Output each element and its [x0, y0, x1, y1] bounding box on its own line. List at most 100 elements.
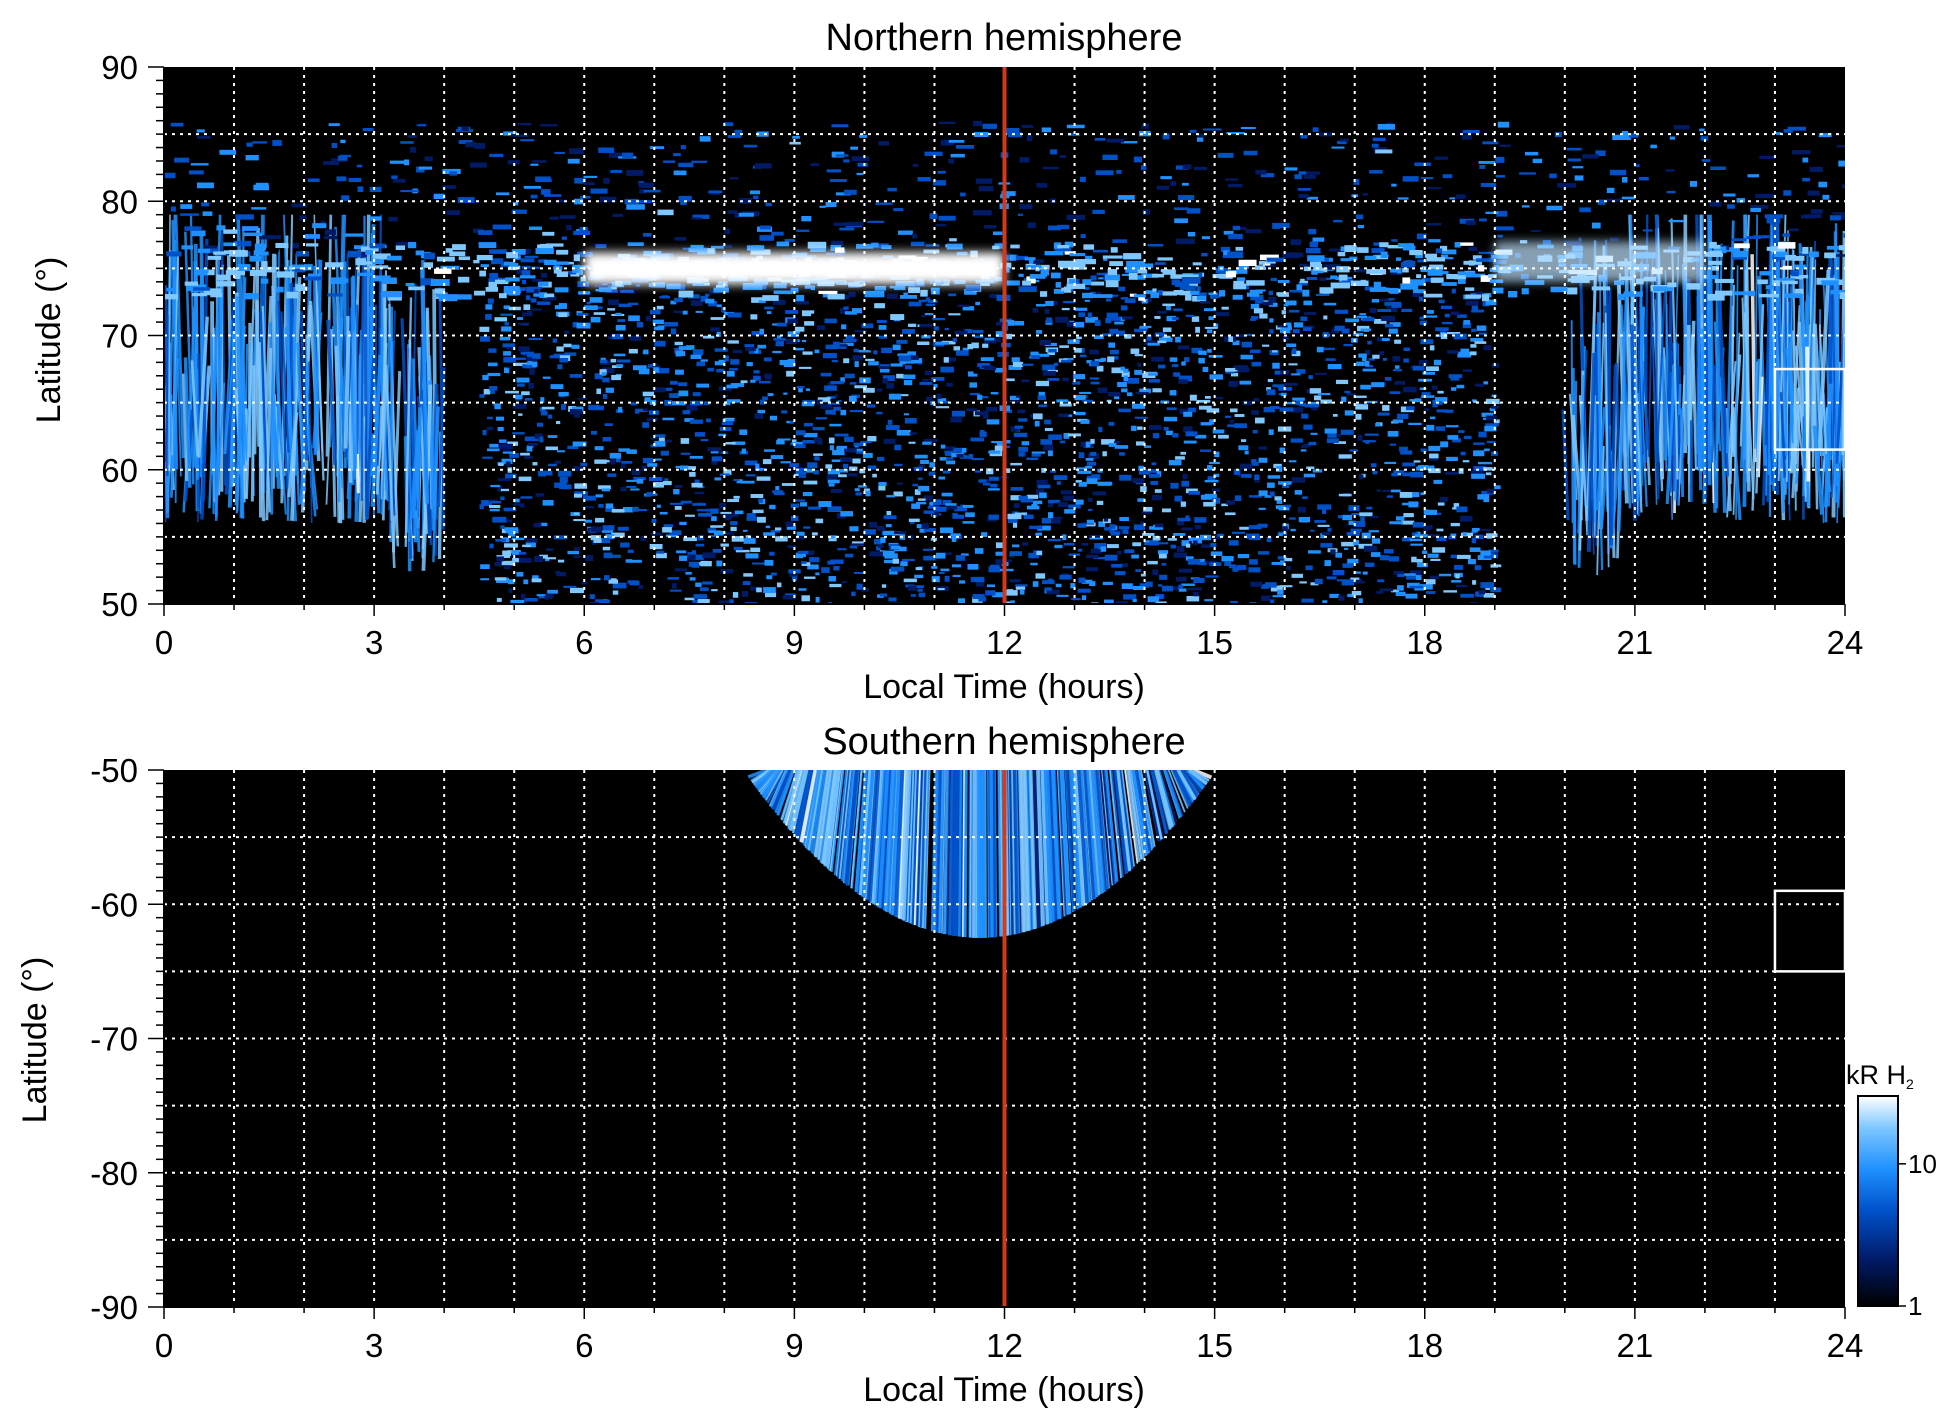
emission-speck	[481, 500, 492, 507]
emission-speck	[523, 304, 531, 311]
emission-speck	[573, 512, 579, 515]
emission-speck	[1277, 325, 1288, 328]
emission-speck	[1031, 453, 1041, 457]
emission-speck	[640, 536, 646, 542]
emission-speck	[610, 286, 617, 290]
emission-speck	[662, 417, 675, 421]
emission-speck	[1149, 425, 1162, 431]
emission-speck	[521, 279, 527, 285]
emission-speck	[197, 182, 214, 189]
emission-speck	[1403, 347, 1410, 352]
emission-speck	[1402, 502, 1414, 506]
oval-speck	[1179, 290, 1191, 296]
y-tick-label: -80	[90, 1155, 138, 1192]
emission-speck	[899, 359, 906, 365]
emission-streak	[1635, 290, 1644, 455]
emission-speck	[946, 382, 953, 387]
oval-speck	[1102, 255, 1123, 259]
emission-speck	[955, 350, 969, 356]
emission-speck	[901, 558, 915, 562]
emission-speck	[181, 245, 194, 250]
x-tick-label: 3	[365, 1327, 383, 1364]
emission-speck	[1095, 170, 1114, 176]
emission-speck	[1262, 301, 1273, 306]
emission-streak	[888, 770, 898, 914]
oval-speck	[1460, 242, 1474, 246]
emission-speck	[1832, 212, 1845, 215]
emission-speck	[1422, 277, 1434, 282]
emission-speck	[512, 403, 527, 409]
emission-speck	[645, 315, 651, 322]
emission-speck	[1764, 214, 1784, 219]
emission-speck	[465, 142, 478, 148]
emission-speck	[533, 286, 543, 289]
emission-speck	[1054, 544, 1063, 549]
emission-speck	[524, 255, 539, 258]
emission-speck	[1264, 495, 1272, 498]
emission-speck	[1348, 520, 1357, 525]
emission-speck	[1212, 273, 1225, 279]
emission-speck	[1373, 318, 1387, 324]
emission-speck	[583, 182, 595, 186]
emission-speck	[1212, 429, 1225, 434]
emission-streak	[1102, 770, 1115, 885]
emission-speck	[657, 368, 670, 374]
emission-speck	[942, 500, 952, 506]
emission-speck	[705, 293, 710, 297]
oval-speck	[1350, 280, 1369, 287]
emission-speck	[1350, 528, 1362, 533]
emission-speck	[789, 421, 794, 424]
emission-speck	[741, 590, 748, 597]
emission-speck	[995, 331, 1007, 338]
emission-speck	[923, 528, 936, 533]
emission-speck	[1108, 316, 1121, 321]
emission-speck	[877, 544, 884, 548]
emission-speck	[1225, 367, 1239, 372]
emission-speck	[499, 336, 511, 341]
emission-speck	[945, 452, 955, 456]
emission-speck	[753, 375, 761, 381]
x-tick-label: 0	[155, 624, 173, 661]
emission-streak	[1121, 770, 1135, 867]
emission-speck	[1257, 523, 1268, 528]
emission-speck	[1283, 382, 1298, 386]
emission-speck	[1021, 363, 1034, 366]
emission-streak	[1655, 291, 1666, 462]
emission-speck	[1018, 273, 1024, 277]
oval-speck	[1128, 263, 1145, 270]
emission-speck	[362, 128, 374, 132]
oval-speck	[347, 250, 362, 258]
emission-speck	[743, 529, 748, 532]
oval-speck	[1366, 269, 1387, 274]
oval-speck	[430, 279, 450, 286]
emission-speck	[684, 418, 694, 422]
emission-speck	[1248, 536, 1261, 541]
emission-streak	[290, 277, 302, 521]
emission-speck	[1233, 469, 1241, 475]
emission-speck	[446, 210, 460, 215]
oval-speck	[1123, 253, 1142, 260]
emission-speck	[1484, 425, 1497, 432]
emission-speck	[1344, 410, 1354, 416]
emission-speck	[1289, 517, 1296, 520]
emission-speck	[801, 562, 811, 566]
emission-speck	[851, 308, 862, 314]
emission-speck	[1332, 413, 1338, 417]
emission-speck	[1306, 196, 1319, 200]
emission-speck	[1160, 176, 1172, 180]
emission-speck	[863, 387, 875, 393]
emission-speck	[979, 429, 985, 435]
emission-speck	[1333, 441, 1346, 444]
emission-speck	[746, 513, 756, 519]
emission-speck	[503, 519, 512, 523]
emission-speck	[1121, 563, 1129, 568]
emission-speck	[1098, 426, 1103, 433]
emission-speck	[495, 416, 504, 421]
emission-speck	[893, 531, 907, 535]
emission-speck	[894, 463, 903, 467]
emission-streak	[1817, 269, 1831, 450]
emission-speck	[1362, 368, 1377, 372]
emission-speck	[340, 139, 346, 144]
emission-streak	[812, 770, 828, 855]
